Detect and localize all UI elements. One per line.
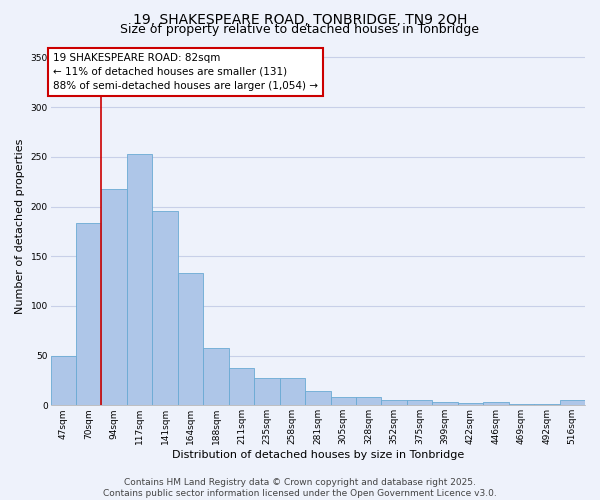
Bar <box>76 224 101 406</box>
Bar <box>280 378 305 406</box>
Bar <box>203 348 229 406</box>
Bar <box>178 273 203 406</box>
Text: Size of property relative to detached houses in Tonbridge: Size of property relative to detached ho… <box>121 22 479 36</box>
Bar <box>101 188 127 406</box>
Bar <box>534 404 560 406</box>
Bar <box>407 400 433 406</box>
X-axis label: Distribution of detached houses by size in Tonbridge: Distribution of detached houses by size … <box>172 450 464 460</box>
Bar <box>305 392 331 406</box>
Bar <box>433 402 458 406</box>
Bar <box>50 356 76 406</box>
Y-axis label: Number of detached properties: Number of detached properties <box>15 138 25 314</box>
Bar <box>331 398 356 406</box>
Bar <box>509 404 534 406</box>
Bar <box>382 400 407 406</box>
Text: 19, SHAKESPEARE ROAD, TONBRIDGE, TN9 2QH: 19, SHAKESPEARE ROAD, TONBRIDGE, TN9 2QH <box>133 12 467 26</box>
Text: 19 SHAKESPEARE ROAD: 82sqm
← 11% of detached houses are smaller (131)
88% of sem: 19 SHAKESPEARE ROAD: 82sqm ← 11% of deta… <box>53 53 318 91</box>
Text: Contains HM Land Registry data © Crown copyright and database right 2025.
Contai: Contains HM Land Registry data © Crown c… <box>103 478 497 498</box>
Bar <box>152 212 178 406</box>
Bar <box>356 398 382 406</box>
Bar <box>458 404 483 406</box>
Bar <box>127 154 152 406</box>
Bar <box>483 402 509 406</box>
Bar <box>560 400 585 406</box>
Bar <box>254 378 280 406</box>
Bar <box>229 368 254 406</box>
